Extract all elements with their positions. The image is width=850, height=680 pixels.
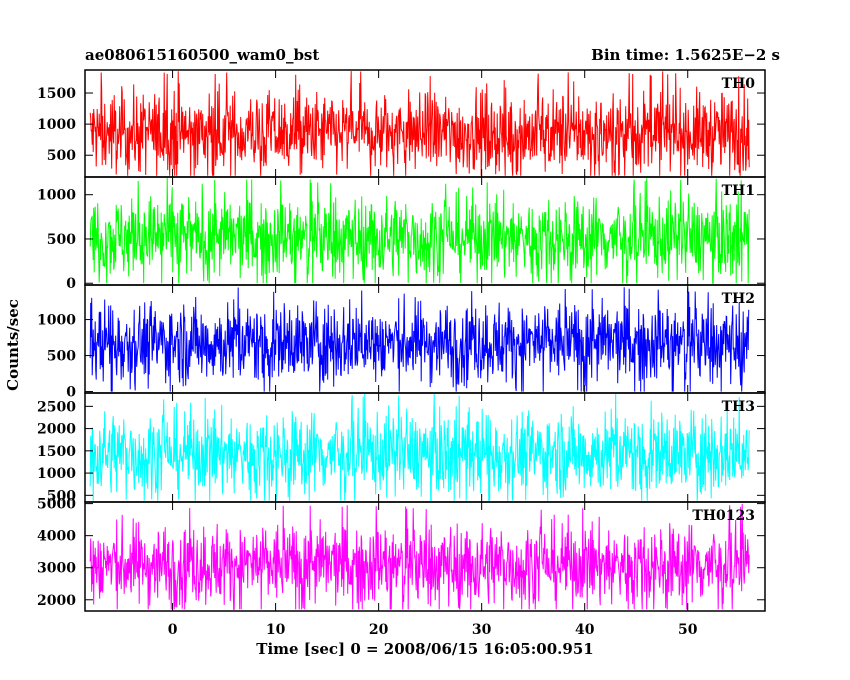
panel-th3: 500 1000 1500 2000 2500 TH3 (37, 392, 766, 504)
y-tick-label: 5000 (37, 497, 76, 513)
y-tick-label: 1000 (37, 188, 76, 204)
x-tick-label: 0 (168, 622, 178, 638)
y-tick-label: 2500 (37, 399, 76, 415)
y-tick-label: 500 (47, 488, 76, 504)
panel-label: TH0123 (692, 508, 755, 524)
y-tick-label: 0 (66, 276, 76, 292)
panel-label: TH0 (722, 76, 756, 92)
y-tick-label: 1000 (37, 117, 76, 133)
x-tick-label: 40 (575, 622, 595, 638)
y-tick-label: 500 (47, 148, 76, 164)
y-tick-label: 0 (66, 385, 76, 401)
series-line-th0123 (89, 503, 750, 610)
x-tick-label: 20 (369, 622, 389, 638)
panels-group: 500 1000 1500 TH0 0 500 1000 TH1 0 500 1000 TH2 500 1… (37, 69, 766, 612)
y-tick-label: 1500 (37, 444, 76, 460)
panel-frame (84, 501, 766, 612)
panel-th0: 500 1000 1500 TH0 (37, 69, 766, 178)
y-tick-label: 3000 (37, 561, 76, 577)
x-axis: 0 10 20 30 40 50 (168, 622, 698, 638)
series-line-th3 (89, 393, 750, 502)
panel-label: TH1 (722, 183, 755, 199)
series-line-th1 (89, 177, 750, 284)
x-tick-label: 10 (266, 622, 286, 638)
y-tick-label: 4000 (37, 529, 76, 545)
panel-label: TH3 (722, 399, 755, 415)
panel-label: TH2 (722, 291, 755, 307)
series-line-th0 (89, 71, 750, 176)
y-tick-label: 1000 (37, 466, 76, 482)
x-axis-label: Time [sec] 0 = 2008/06/15 16:05:00.951 (256, 640, 593, 658)
y-tick-label: 500 (47, 349, 76, 365)
y-tick-label: 500 (47, 232, 76, 248)
panel-th0123: 2000 3000 4000 5000 TH0123 (37, 497, 766, 612)
x-tick-label: 50 (678, 622, 698, 638)
y-axis-label: Counts/sec (4, 299, 22, 391)
y-tick-label: 1000 (37, 313, 76, 329)
x-tick-label: 30 (472, 622, 492, 638)
series-line-th2 (89, 287, 750, 392)
panel-th2: 0 500 1000 TH2 (37, 284, 766, 401)
y-tick-label: 1500 (37, 86, 76, 102)
y-tick-label: 2000 (37, 422, 76, 438)
chart-title-right: Bin time: 1.5625E−2 s (591, 46, 780, 64)
y-tick-label: 2000 (37, 593, 76, 609)
panel-th1: 0 500 1000 TH1 (37, 176, 766, 292)
chart-title-left: ae080615160500_wam0_bst (85, 46, 319, 64)
